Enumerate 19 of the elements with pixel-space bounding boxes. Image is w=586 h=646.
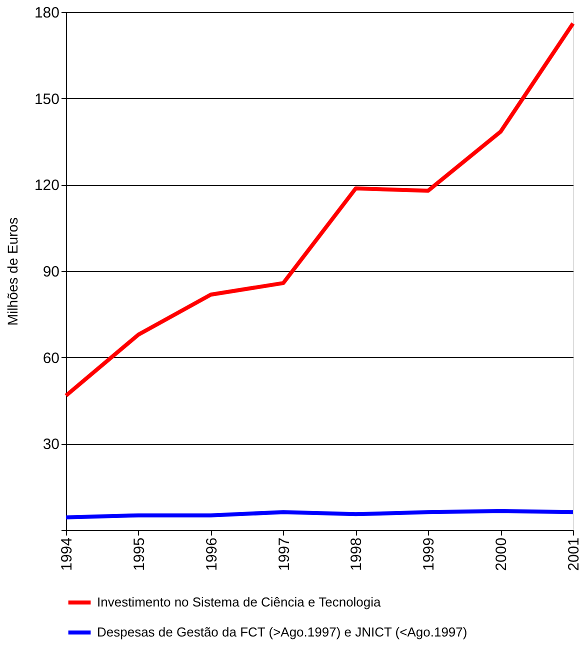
y-tick-label: 150	[34, 90, 60, 108]
x-tick-label: 1997	[276, 538, 293, 571]
x-tick-label: 1996	[203, 538, 220, 571]
y-tick-label: 120	[34, 177, 60, 194]
x-tick-label: 1995	[130, 538, 148, 571]
x-tick-label: 1994	[58, 538, 76, 571]
x-tick-label: 1999	[420, 538, 438, 571]
y-axis-title: Milhões de Euros	[4, 217, 20, 326]
y-tick-label: 180	[34, 4, 60, 22]
legend-label: Despesas de Gestão da FCT (>Ago.1997) e JNICT (<Ago.1997)	[97, 624, 468, 640]
line-series	[64, 509, 575, 520]
y-tick-label: 90	[42, 264, 60, 280]
y-tick-label: 30	[42, 436, 60, 454]
y-tick-label: 60	[42, 350, 60, 367]
x-tick-label: 2000	[493, 538, 510, 571]
legend-label: Investimento no Sistema de Ciência e Tecnologia	[97, 594, 382, 610]
x-tick-label: 2001	[566, 538, 582, 571]
x-tick-label: 1998	[348, 538, 366, 571]
line-series	[64, 22, 575, 398]
